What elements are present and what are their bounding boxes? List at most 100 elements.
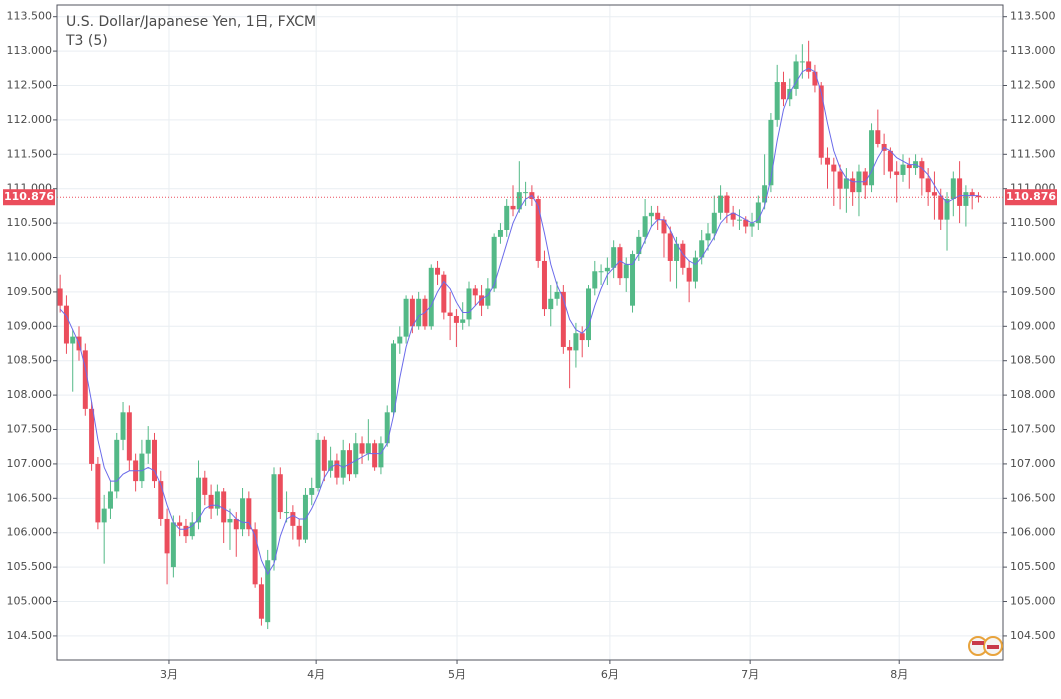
candle-body <box>409 298 415 327</box>
candle-body <box>416 298 422 327</box>
x-tick-label: 7月 <box>741 668 759 681</box>
y-tick-label: 105.000 <box>7 595 53 608</box>
y2-tick-label: 104.500 <box>1010 629 1056 642</box>
x-tick-label: 4月 <box>307 668 325 681</box>
candle-body <box>485 288 491 306</box>
y2-tick-label: 108.500 <box>1010 354 1056 367</box>
candle-body <box>208 494 214 509</box>
candle-body <box>510 205 516 210</box>
candle-body <box>850 178 856 193</box>
candle-body <box>296 525 302 540</box>
candle-body <box>755 202 761 224</box>
candle-body <box>655 212 661 220</box>
candle-body <box>843 178 849 189</box>
candle-body <box>359 443 365 454</box>
candle-body <box>466 288 472 320</box>
candle-body <box>925 178 931 193</box>
candle-body <box>453 315 459 323</box>
candle-body <box>579 333 585 341</box>
candle-body <box>724 195 730 213</box>
candle-body <box>479 295 485 306</box>
candle-body <box>89 408 95 464</box>
y-tick-label: 110.000 <box>7 251 53 264</box>
candle-body <box>938 195 944 220</box>
flag-icon <box>968 636 1003 656</box>
candle-body <box>812 71 818 86</box>
y-tick-label: 105.500 <box>7 560 53 573</box>
y-tick-label: 108.000 <box>7 388 53 401</box>
candle-body <box>592 271 598 289</box>
flag-stripe <box>987 645 999 649</box>
candle-body <box>246 498 252 530</box>
candle-body <box>321 439 327 471</box>
candle-body <box>447 312 453 316</box>
candle-body <box>661 219 667 234</box>
candle-body <box>919 161 925 179</box>
candle-body <box>598 271 604 273</box>
indicator-label: T3 (5) <box>65 33 108 49</box>
y-tick-label: 106.500 <box>7 491 53 504</box>
candle-body <box>252 529 258 585</box>
candle-body <box>240 498 246 530</box>
candle-body <box>95 463 101 523</box>
candle-body <box>271 474 277 561</box>
y2-tick-label: 108.000 <box>1010 388 1056 401</box>
candle-body <box>265 560 271 623</box>
candle-body <box>227 518 233 523</box>
candle-body <box>214 491 220 509</box>
y-tick-label: 107.500 <box>7 423 53 436</box>
candle-body <box>667 233 673 261</box>
candle-body <box>768 119 774 186</box>
y-tick-label: 111.500 <box>7 147 53 160</box>
candle-body <box>158 481 164 519</box>
candle-body <box>504 205 510 230</box>
candle-body <box>774 82 780 120</box>
y-tick-label: 104.500 <box>7 629 53 642</box>
y2-tick-label: 110.000 <box>1010 251 1056 264</box>
candle-body <box>397 336 403 344</box>
candle-body <box>516 192 522 210</box>
candle-body <box>906 164 912 169</box>
candle-body <box>107 491 113 509</box>
candle-body <box>196 477 202 523</box>
candle-body <box>780 82 786 100</box>
marks <box>57 40 981 630</box>
candle-body <box>617 247 623 279</box>
candle-body <box>869 130 875 186</box>
candle-body <box>202 477 208 495</box>
y-tick-label: 107.000 <box>7 457 53 470</box>
candle-body <box>277 474 283 513</box>
candle-body <box>309 487 315 495</box>
y2-tick-label: 107.500 <box>1010 423 1056 436</box>
candle-body <box>554 291 560 299</box>
candle-body <box>340 450 346 478</box>
y2-tick-label: 106.500 <box>1010 491 1056 504</box>
candle-body <box>403 298 409 337</box>
y2-tick-label: 112.500 <box>1010 78 1056 91</box>
candle-body <box>887 150 893 172</box>
candle-body <box>743 219 749 227</box>
candle-body <box>391 343 397 413</box>
candle-body <box>435 267 441 275</box>
y-tick-label: 113.500 <box>7 10 53 23</box>
candle-body <box>315 439 321 488</box>
y-tick-label: 112.500 <box>7 78 53 91</box>
candle-body <box>353 443 359 475</box>
candle-body <box>378 443 384 468</box>
candle-body <box>290 512 296 526</box>
candle-body <box>900 164 906 175</box>
plot-frame <box>56 4 1004 661</box>
candle-body <box>428 267 434 327</box>
x-tick-label: 5月 <box>448 668 466 681</box>
candle-body <box>623 264 629 279</box>
candle-body <box>957 178 963 206</box>
y2-tick-label: 107.000 <box>1010 457 1056 470</box>
y2-tick-label: 109.500 <box>1010 285 1056 298</box>
candle-body <box>636 236 642 255</box>
x-tick-label: 6月 <box>601 668 619 681</box>
candle-body <box>233 518 239 530</box>
candle-body <box>718 195 724 213</box>
x-tick-label: 3月 <box>160 668 178 681</box>
